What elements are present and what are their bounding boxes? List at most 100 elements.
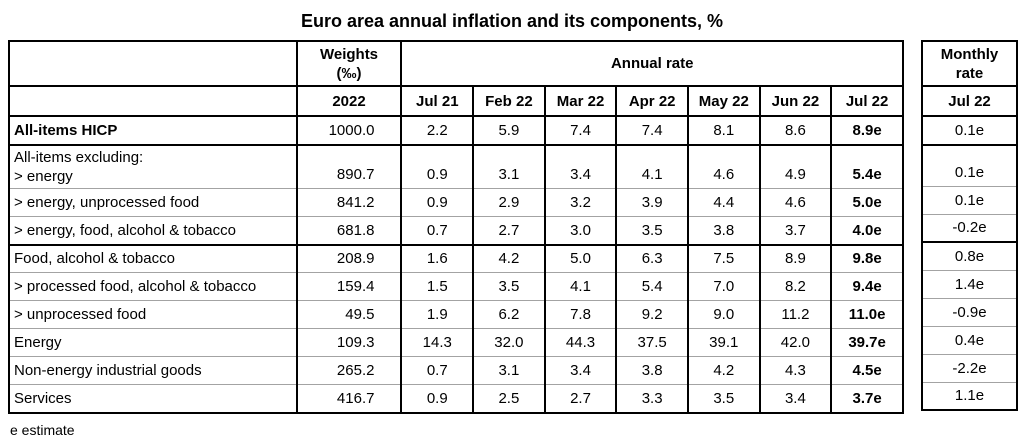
- annual-value-cell: 3.8: [615, 356, 688, 385]
- weight-cell: 416.7: [295, 384, 402, 413]
- weight-cell: 265.2: [295, 356, 402, 385]
- monthly-rate-table: Monthly rate Jul 22 0.1e 0.1e 0.1e -0.2e…: [921, 40, 1018, 411]
- month-header-feb22: Feb 22: [472, 86, 545, 117]
- row-label: > energy, food, alcohol & tobacco: [9, 216, 297, 245]
- row-label: All-items excluding: > energy: [9, 145, 297, 189]
- annual-value-cell: 4.2: [472, 243, 545, 273]
- weight-cell: 890.7: [295, 145, 402, 189]
- annual-value-cell: 1.5: [400, 272, 474, 301]
- weight-cell: 208.9: [295, 243, 402, 273]
- row-label: > processed food, alcohol & tobacco: [9, 272, 297, 301]
- annual-value-cell: 3.4: [758, 384, 832, 413]
- table-row: -0.2e: [922, 213, 1017, 242]
- annual-value-cell: 4.6: [686, 145, 760, 189]
- monthly-value-cell: 0.1e: [922, 185, 1017, 214]
- row-label: Services: [9, 384, 297, 413]
- monthly-value-cell: 1.1e: [922, 381, 1017, 410]
- table-row-all-items-hicp: All-items HICP 1000.0 2.2 5.9 7.4 7.4 8.…: [9, 116, 903, 146]
- annual-value-cell: 2.7: [543, 384, 617, 413]
- monthly-value-cell: -0.9e: [922, 297, 1017, 326]
- annual-value-cell: 0.9: [400, 384, 474, 413]
- table-row: 0.1e: [922, 145, 1017, 186]
- table-row: -0.9e: [922, 297, 1017, 326]
- table-row-unprocessed-food: > unprocessed food 49.5 1.9 6.2 7.8 9.2 …: [9, 300, 903, 329]
- annual-value-cell-estimate: 4.0e: [830, 216, 903, 245]
- month-header-may22: May 22: [686, 86, 760, 117]
- annual-value-cell-estimate: 39.7e: [830, 328, 903, 357]
- row-label: > unprocessed food: [9, 300, 297, 329]
- annual-value-cell: 1.9: [400, 300, 474, 329]
- monthly-header-row: Monthly rate: [922, 41, 1017, 87]
- annual-value-cell: 6.2: [472, 300, 545, 329]
- annual-value-cell: 14.3: [400, 328, 474, 357]
- annual-value-cell: 0.9: [400, 188, 474, 217]
- month-header-jul22: Jul 22: [830, 86, 903, 117]
- annual-value-cell: 6.3: [615, 243, 688, 273]
- table-row: 1.1e: [922, 381, 1017, 410]
- table-row-non-energy-industrial-goods: Non-energy industrial goods 265.2 0.7 3.…: [9, 356, 903, 385]
- annual-value-cell: 4.2: [686, 356, 760, 385]
- page-title: Euro area annual inflation and its compo…: [300, 11, 724, 31]
- row-label-line1: All-items excluding:: [14, 149, 144, 166]
- tables-container: Weights (‰) Annual rate 2022 Jul 21 Feb …: [8, 40, 1024, 414]
- annual-value-cell: 32.0: [472, 328, 545, 357]
- annual-value-cell: 44.3: [543, 328, 617, 357]
- annual-value-cell: 3.4: [543, 145, 617, 189]
- monthly-value-cell: 0.1e: [954, 163, 985, 181]
- annual-value-cell: 7.4: [543, 116, 617, 146]
- annual-value-cell-estimate: 3.7e: [830, 384, 903, 413]
- annual-value-cell: 3.2: [543, 188, 617, 217]
- annual-value-cell: 3.5: [615, 216, 688, 245]
- table-row: 1.4e: [922, 269, 1017, 298]
- annual-value-cell-estimate: 5.4e: [830, 145, 903, 189]
- label-header-empty: [9, 86, 297, 117]
- label-header-empty: [9, 41, 297, 87]
- annual-value-cell-estimate: 4.5e: [830, 356, 903, 385]
- row-label-line2: > energy: [14, 168, 73, 185]
- weights-header: Weights (‰): [295, 41, 402, 87]
- annual-value-cell: 8.2: [758, 272, 832, 301]
- weight-cell: 109.3: [295, 328, 402, 357]
- annual-value-cell: 0.7: [400, 356, 474, 385]
- monthly-value-cell: 0.4e: [922, 325, 1017, 354]
- month-header-mar22: Mar 22: [543, 86, 617, 117]
- table-row-energy: Energy 109.3 14.3 32.0 44.3 37.5 39.1 42…: [9, 328, 903, 357]
- row-label: Food, alcohol & tobacco: [9, 243, 297, 273]
- annual-value-cell-estimate: 8.9e: [830, 116, 903, 146]
- weight-cell: 841.2: [295, 188, 402, 217]
- annual-value-cell: 5.9: [472, 116, 545, 146]
- header-row-groups: Weights (‰) Annual rate: [9, 41, 903, 87]
- annual-value-cell: 3.5: [686, 384, 760, 413]
- footnote: e estimate: [10, 421, 75, 438]
- row-label: Non-energy industrial goods: [9, 356, 297, 385]
- table-row: 0.8e: [922, 241, 1017, 270]
- annual-value-cell: 9.0: [686, 300, 760, 329]
- annual-value-cell: 3.3: [615, 384, 688, 413]
- month-header-jul21: Jul 21: [400, 86, 474, 117]
- monthly-rate-header: Monthly rate: [922, 41, 1017, 87]
- monthly-rate-header-line1: Monthly: [940, 45, 999, 63]
- annual-value-cell: 37.5: [615, 328, 688, 357]
- main-table: Weights (‰) Annual rate 2022 Jul 21 Feb …: [8, 40, 904, 414]
- annual-value-cell: 42.0: [758, 328, 832, 357]
- table-row-excluding-energy-unprocessed-food: > energy, unprocessed food 841.2 0.9 2.9…: [9, 188, 903, 217]
- annual-value-cell-estimate: 9.4e: [830, 272, 903, 301]
- monthly-rate-header-line2: rate: [955, 64, 984, 82]
- annual-value-cell: 8.6: [758, 116, 832, 146]
- annual-value-cell: 1.6: [400, 243, 474, 273]
- annual-value-cell: 7.5: [686, 243, 760, 273]
- annual-value-cell: 4.3: [758, 356, 832, 385]
- row-label: > energy, unprocessed food: [9, 188, 297, 217]
- table-row: 0.1e: [922, 116, 1017, 146]
- annual-value-cell: 2.9: [472, 188, 545, 217]
- annual-value-cell: 4.1: [615, 145, 688, 189]
- annual-value-cell: 2.7: [472, 216, 545, 245]
- monthly-value-cell: -0.2e: [922, 213, 1017, 242]
- annual-value-cell: 4.1: [543, 272, 617, 301]
- annual-value-cell-estimate: 5.0e: [830, 188, 903, 217]
- monthly-period-row: Jul 22: [922, 86, 1017, 117]
- annual-value-cell: 5.0: [543, 243, 617, 273]
- weight-cell: 159.4: [295, 272, 402, 301]
- annual-value-cell: 7.8: [543, 300, 617, 329]
- monthly-value-cell: -2.2e: [922, 353, 1017, 382]
